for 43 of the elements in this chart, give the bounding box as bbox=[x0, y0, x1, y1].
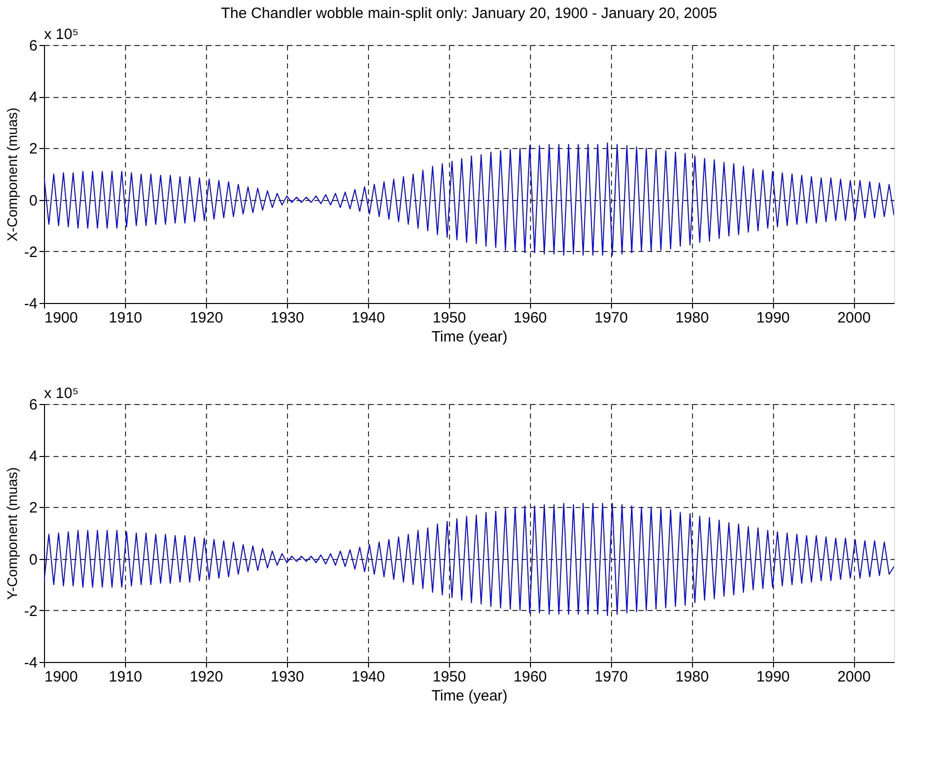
x-tick-label: 1990 bbox=[756, 668, 790, 686]
x-tick-label: 1980 bbox=[675, 668, 709, 686]
y-tick-label: -2 bbox=[24, 244, 38, 261]
x-tick-label: 1920 bbox=[190, 310, 224, 326]
x-axis-title: Time (year) bbox=[431, 328, 508, 346]
x-tick-label: 1940 bbox=[352, 310, 385, 326]
x-axis-title: Time (year) bbox=[431, 688, 508, 704]
x-tick-label: 1930 bbox=[270, 310, 304, 326]
y-tick-label: 4 bbox=[29, 89, 38, 106]
x-tick-label: 1930 bbox=[270, 668, 304, 686]
y-tick-label: 4 bbox=[29, 448, 38, 466]
x-tick-label: 1970 bbox=[594, 668, 628, 686]
x-tick-label: 1960 bbox=[514, 668, 547, 686]
line-series bbox=[44, 142, 894, 256]
x-tick-label: 1950 bbox=[432, 310, 466, 326]
x-tick-label: 1970 bbox=[594, 310, 628, 326]
text: x 10⁵ bbox=[44, 385, 79, 402]
x-tick-label: 1900 bbox=[44, 310, 78, 326]
x-tick-label: 1960 bbox=[514, 310, 547, 326]
text: x 10⁵ bbox=[44, 26, 79, 43]
x-tick-label: 1990 bbox=[756, 310, 790, 326]
y-tick-label: 0 bbox=[29, 192, 38, 210]
y-tick-label: -4 bbox=[24, 296, 38, 312]
y-axis-title: X-Component (muas) bbox=[4, 108, 20, 242]
y-tick-label: -2 bbox=[24, 602, 38, 620]
line-series bbox=[44, 502, 894, 616]
x-tick-label: 1920 bbox=[190, 668, 224, 686]
x-tick-label: 1910 bbox=[108, 310, 142, 326]
x-tick-label: 1900 bbox=[44, 668, 78, 686]
x-tick-label: 1940 bbox=[352, 668, 385, 686]
y-tick-label: -4 bbox=[24, 654, 38, 672]
y-tick-label: 6 bbox=[29, 396, 38, 414]
y-axis-title: Y-Component (muas) bbox=[4, 467, 20, 600]
y-tick-label: 2 bbox=[29, 500, 38, 517]
x-tick-label: 1910 bbox=[108, 668, 142, 686]
x-tick-label: 2000 bbox=[837, 668, 871, 686]
y-tick-label: 2 bbox=[29, 140, 38, 158]
x-tick-label: 2000 bbox=[837, 310, 871, 326]
y-tick-label: 0 bbox=[29, 551, 38, 568]
chart-title: The Chandler wobble main-split only: January 20, 1900 - January 20, 2005 bbox=[220, 5, 718, 22]
y-tick-label: 6 bbox=[29, 38, 38, 54]
x-tick-label: 1980 bbox=[675, 310, 709, 326]
x-tick-label: 1950 bbox=[432, 668, 466, 686]
